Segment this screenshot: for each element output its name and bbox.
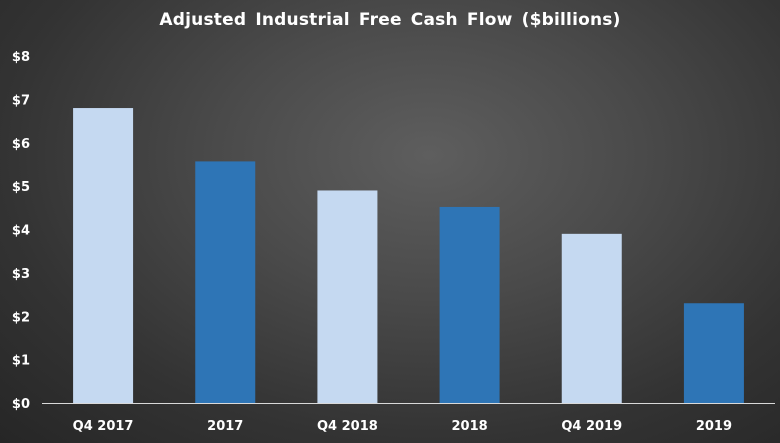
x-axis: Q4 2017 2017 Q4 2018 2018 Q4 2019 2019	[73, 419, 732, 434]
y-tick-label: $6	[12, 137, 30, 152]
x-tick-label: Q4 2018	[317, 419, 378, 434]
y-tick-label: $3	[12, 267, 30, 282]
y-tick-label: $8	[12, 50, 30, 65]
x-tick-label: Q4 2017	[73, 419, 134, 434]
y-axis: $0 $1 $2 $3 $4 $5 $6 $7 $8	[12, 50, 30, 412]
chart-title: Adjusted Industrial Free Cash Flow ($bil…	[159, 10, 621, 30]
y-tick-label: $1	[12, 354, 30, 369]
bar-2017	[195, 161, 256, 403]
y-tick-label: $7	[12, 93, 30, 108]
x-tick-label: 2018	[451, 419, 487, 434]
x-tick-label: 2019	[696, 419, 732, 434]
x-tick-label: Q4 2019	[561, 419, 622, 434]
bar-q4-2018	[317, 190, 378, 403]
bar-q4-2017	[73, 108, 134, 404]
y-tick-label: $4	[12, 224, 30, 239]
bars-group	[73, 108, 744, 404]
y-tick-label: $5	[12, 180, 30, 195]
y-tick-label: $2	[12, 310, 30, 325]
bar-q4-2019	[561, 233, 622, 403]
bar-2019	[683, 303, 744, 403]
bar-2018	[439, 206, 500, 403]
x-tick-label: 2017	[207, 419, 243, 434]
y-tick-label: $0	[12, 397, 30, 412]
